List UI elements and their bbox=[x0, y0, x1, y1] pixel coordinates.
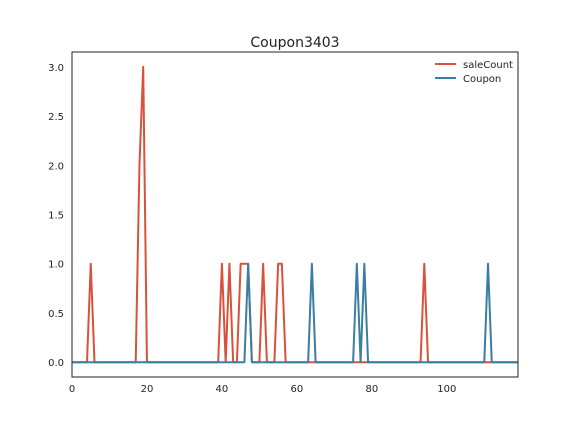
series-line-salecount bbox=[72, 65, 518, 364]
y-tick-label: 1.5 bbox=[48, 211, 64, 222]
x-tick-label: 40 bbox=[216, 384, 229, 395]
y-tick-label: 3.0 bbox=[48, 63, 64, 74]
plot-frame bbox=[71, 51, 519, 378]
x-tick-label: 0 bbox=[69, 384, 75, 395]
x-tick-label: 100 bbox=[437, 384, 456, 395]
y-tick-label: 2.0 bbox=[48, 161, 64, 172]
y-tick-label: 0.0 bbox=[48, 358, 64, 369]
y-tick-label: 0.5 bbox=[48, 309, 64, 320]
x-tick-label: 60 bbox=[291, 384, 304, 395]
y-tick-label: 2.5 bbox=[48, 112, 64, 123]
y-tick-label: 1.0 bbox=[48, 260, 64, 271]
legend-label-coupon: Coupon bbox=[463, 74, 501, 85]
x-tick-label: 20 bbox=[141, 384, 154, 395]
legend-label-salecount: saleCount bbox=[463, 60, 513, 71]
series-line-coupon bbox=[72, 262, 518, 364]
chart-title: Coupon3403 bbox=[250, 35, 339, 51]
legend: saleCount Coupon bbox=[435, 60, 513, 85]
x-tick-label: 80 bbox=[365, 384, 378, 395]
